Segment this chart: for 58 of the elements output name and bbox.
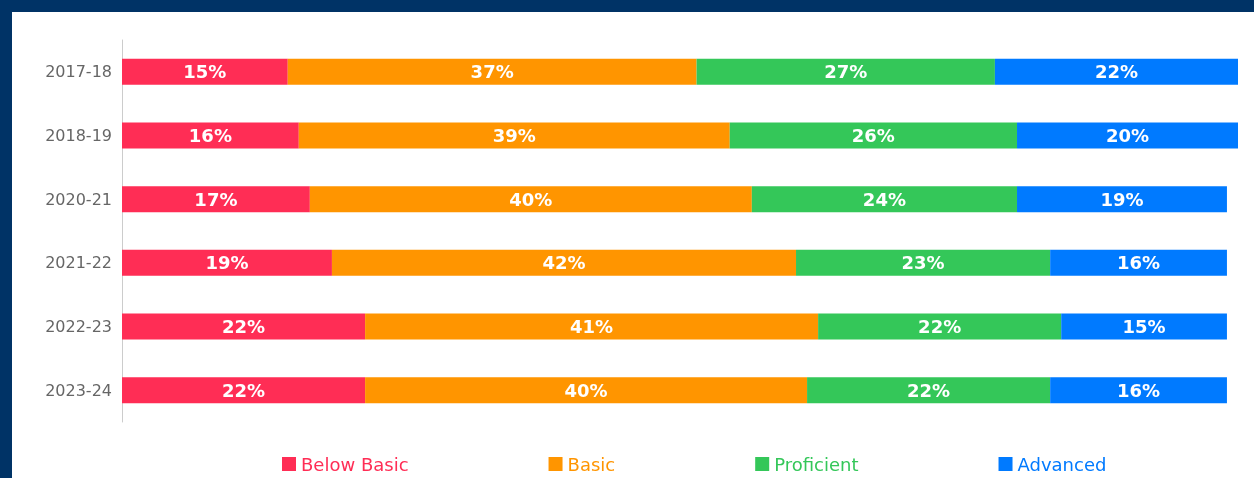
bar	[309, 186, 752, 213]
bar	[796, 249, 1051, 276]
bar	[287, 58, 697, 85]
bar	[365, 313, 819, 340]
legend-label: Basic	[567, 453, 616, 475]
bar	[365, 377, 808, 404]
data-label: 22%	[222, 316, 266, 337]
y-tick-label: 2018-19	[45, 126, 112, 145]
bar	[122, 186, 310, 213]
data-label: 39%	[492, 125, 536, 146]
bar	[1017, 186, 1227, 213]
data-label: 22%	[1094, 61, 1138, 83]
bar	[1017, 122, 1238, 149]
data-label: 41%	[570, 316, 614, 337]
legend-label: Below Basic	[301, 453, 409, 475]
data-label: 23%	[901, 252, 945, 274]
data-label: 22%	[907, 379, 951, 401]
bar	[751, 186, 1018, 213]
bar	[122, 313, 366, 340]
y-tick-label: 2020-21	[45, 189, 112, 209]
bar	[1050, 377, 1227, 404]
bar	[331, 249, 797, 276]
y-tick-label: 2022-23	[45, 317, 112, 336]
bar	[122, 58, 288, 85]
data-label: 19%	[1100, 188, 1144, 210]
bar	[298, 122, 730, 149]
data-label: 16%	[1117, 252, 1161, 274]
bar	[1050, 249, 1227, 276]
data-label: 16%	[1117, 379, 1161, 401]
data-label: 20%	[1105, 125, 1150, 146]
bar	[122, 377, 366, 404]
y-tick-label: 2017-18	[45, 62, 112, 82]
data-label: 37%	[470, 61, 514, 83]
data-label: 40%	[509, 188, 553, 210]
bar	[818, 313, 1062, 340]
data-label: 26%	[851, 125, 895, 146]
data-label: 27%	[824, 61, 868, 83]
y-tick-label: 2021-22	[45, 253, 112, 273]
y-tick-label: 2023-24	[45, 380, 112, 400]
bar	[807, 377, 1051, 404]
data-label: 40%	[564, 379, 608, 401]
data-label: 16%	[188, 125, 232, 146]
bar	[122, 122, 299, 149]
legend-label: Advanced	[1017, 453, 1107, 475]
bar	[994, 58, 1238, 85]
data-label: 17%	[194, 188, 238, 210]
data-label: 24%	[862, 188, 906, 210]
data-label: 42%	[542, 252, 586, 274]
bar	[696, 58, 995, 85]
bar	[729, 122, 1018, 149]
bar	[1061, 313, 1227, 340]
legend-label: Proficient	[774, 453, 859, 475]
data-label: 22%	[222, 379, 266, 401]
bar	[122, 249, 332, 276]
data-label: 15%	[183, 61, 227, 83]
data-label: 19%	[205, 252, 249, 274]
data-label: 15%	[1122, 316, 1166, 337]
data-label: 22%	[918, 316, 962, 337]
